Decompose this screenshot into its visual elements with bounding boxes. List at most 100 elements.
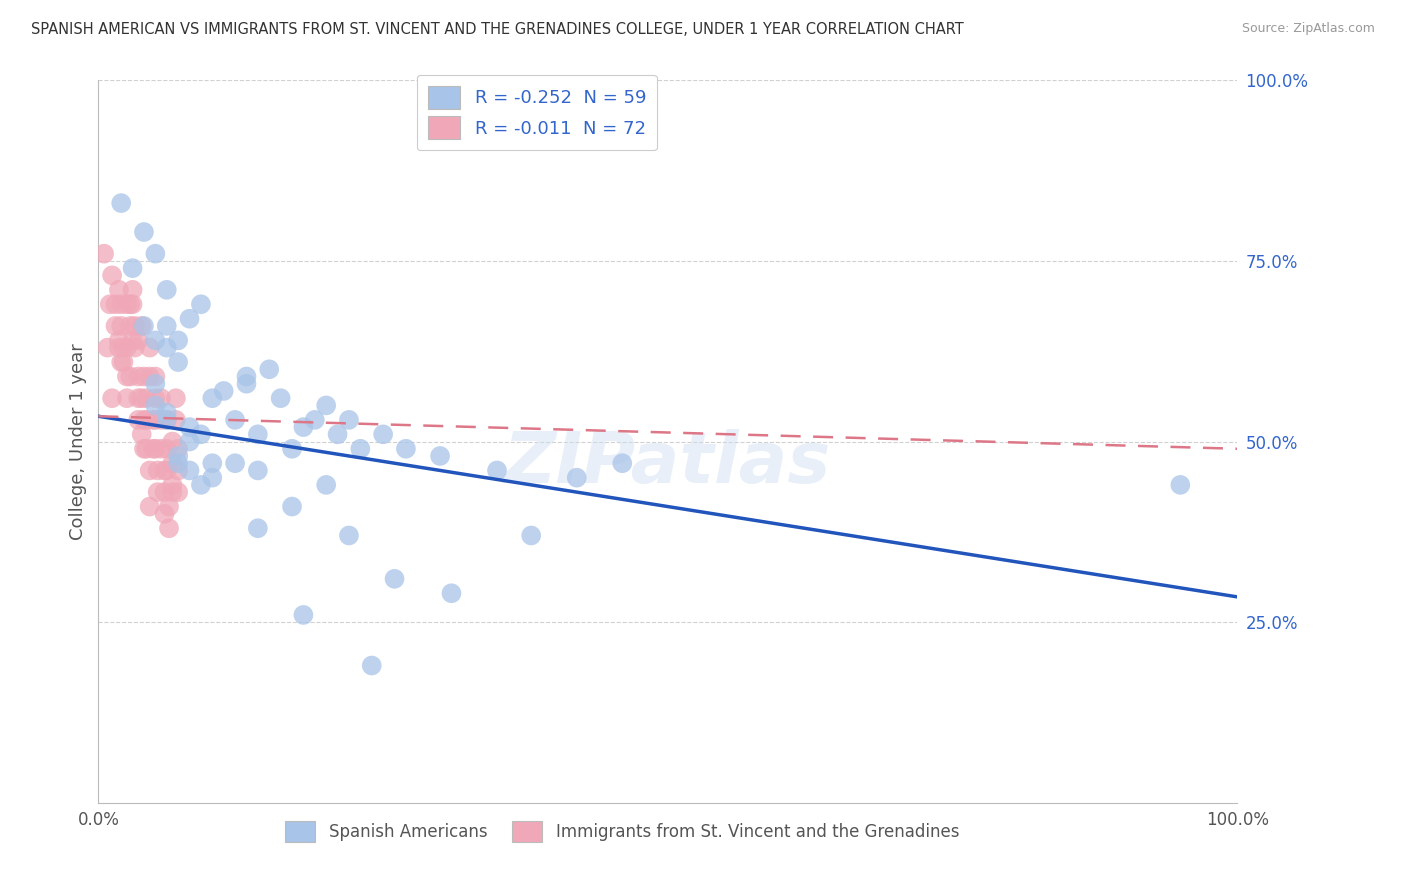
Point [162,478,184,492]
Text: SPANISH AMERICAN VS IMMIGRANTS FROM ST. VINCENT AND THE GRENADINES COLLEGE, UNDE: SPANISH AMERICAN VS IMMIGRANTS FROM ST. … [31,22,963,37]
Point [292,607,315,622]
Point [150,391,173,405]
Point [179,420,201,434]
Point [127,391,149,405]
Point [145,391,167,405]
Point [124,318,146,333]
Point [349,442,371,456]
Point [153,507,176,521]
Point [157,500,180,514]
Point [235,376,257,391]
Point [304,413,326,427]
Point [132,225,155,239]
Point [157,521,180,535]
Point [146,463,169,477]
Point [115,341,138,355]
Point [132,442,155,456]
Legend: Spanish Americans, Immigrants from St. Vincent and the Grenadines: Spanish Americans, Immigrants from St. V… [278,814,966,848]
Point [110,297,132,311]
Point [138,369,160,384]
Point [96,341,118,355]
Point [115,297,138,311]
Point [135,442,157,456]
Point [179,463,201,477]
Point [104,297,127,311]
Point [138,500,160,514]
Point [201,391,224,405]
Point [486,463,509,477]
Point [135,391,157,405]
Point [146,485,169,500]
Point [110,318,132,333]
Point [384,572,406,586]
Point [520,528,543,542]
Point [121,297,143,311]
Point [131,318,153,333]
Point [98,297,121,311]
Point [115,369,138,384]
Point [150,442,173,456]
Point [153,463,176,477]
Point [179,311,201,326]
Point [190,478,212,492]
Point [101,268,124,283]
Point [259,362,281,376]
Point [429,449,451,463]
Text: ZIPatlas: ZIPatlas [505,429,831,498]
Point [120,318,142,333]
Point [145,369,167,384]
Point [440,586,463,600]
Point [101,391,124,405]
Point [115,391,138,405]
Text: Source: ZipAtlas.com: Source: ZipAtlas.com [1241,22,1375,36]
Point [145,398,167,412]
Point [165,413,187,427]
Point [120,369,142,384]
Point [142,413,165,427]
Point [108,283,131,297]
Point [612,456,634,470]
Point [150,413,173,427]
Point [127,369,149,384]
Point [145,413,167,427]
Point [246,427,269,442]
Point [156,413,179,427]
Point [110,196,132,211]
Point [142,442,165,456]
Point [281,500,304,514]
Point [112,341,135,355]
Point [162,434,184,449]
Point [135,413,157,427]
Point [201,456,224,470]
Point [156,283,179,297]
Point [108,341,131,355]
Point [145,376,167,391]
Point [395,442,418,456]
Point [167,355,190,369]
Point [153,485,176,500]
Point [121,283,143,297]
Point [132,413,155,427]
Point [138,463,160,477]
Point [162,456,184,470]
Point [121,261,143,276]
Point [145,246,167,260]
Point [121,334,143,348]
Point [156,406,179,420]
Point [371,427,394,442]
Point [104,318,127,333]
Point [190,297,212,311]
Point [179,434,201,449]
Point [127,334,149,348]
Point [315,398,337,412]
Point [224,456,246,470]
Point [246,463,269,477]
Point [167,485,190,500]
Point [110,355,132,369]
Point [246,521,269,535]
Point [167,442,190,456]
Point [145,442,167,456]
Point [315,478,337,492]
Point [337,413,360,427]
Point [131,427,153,442]
